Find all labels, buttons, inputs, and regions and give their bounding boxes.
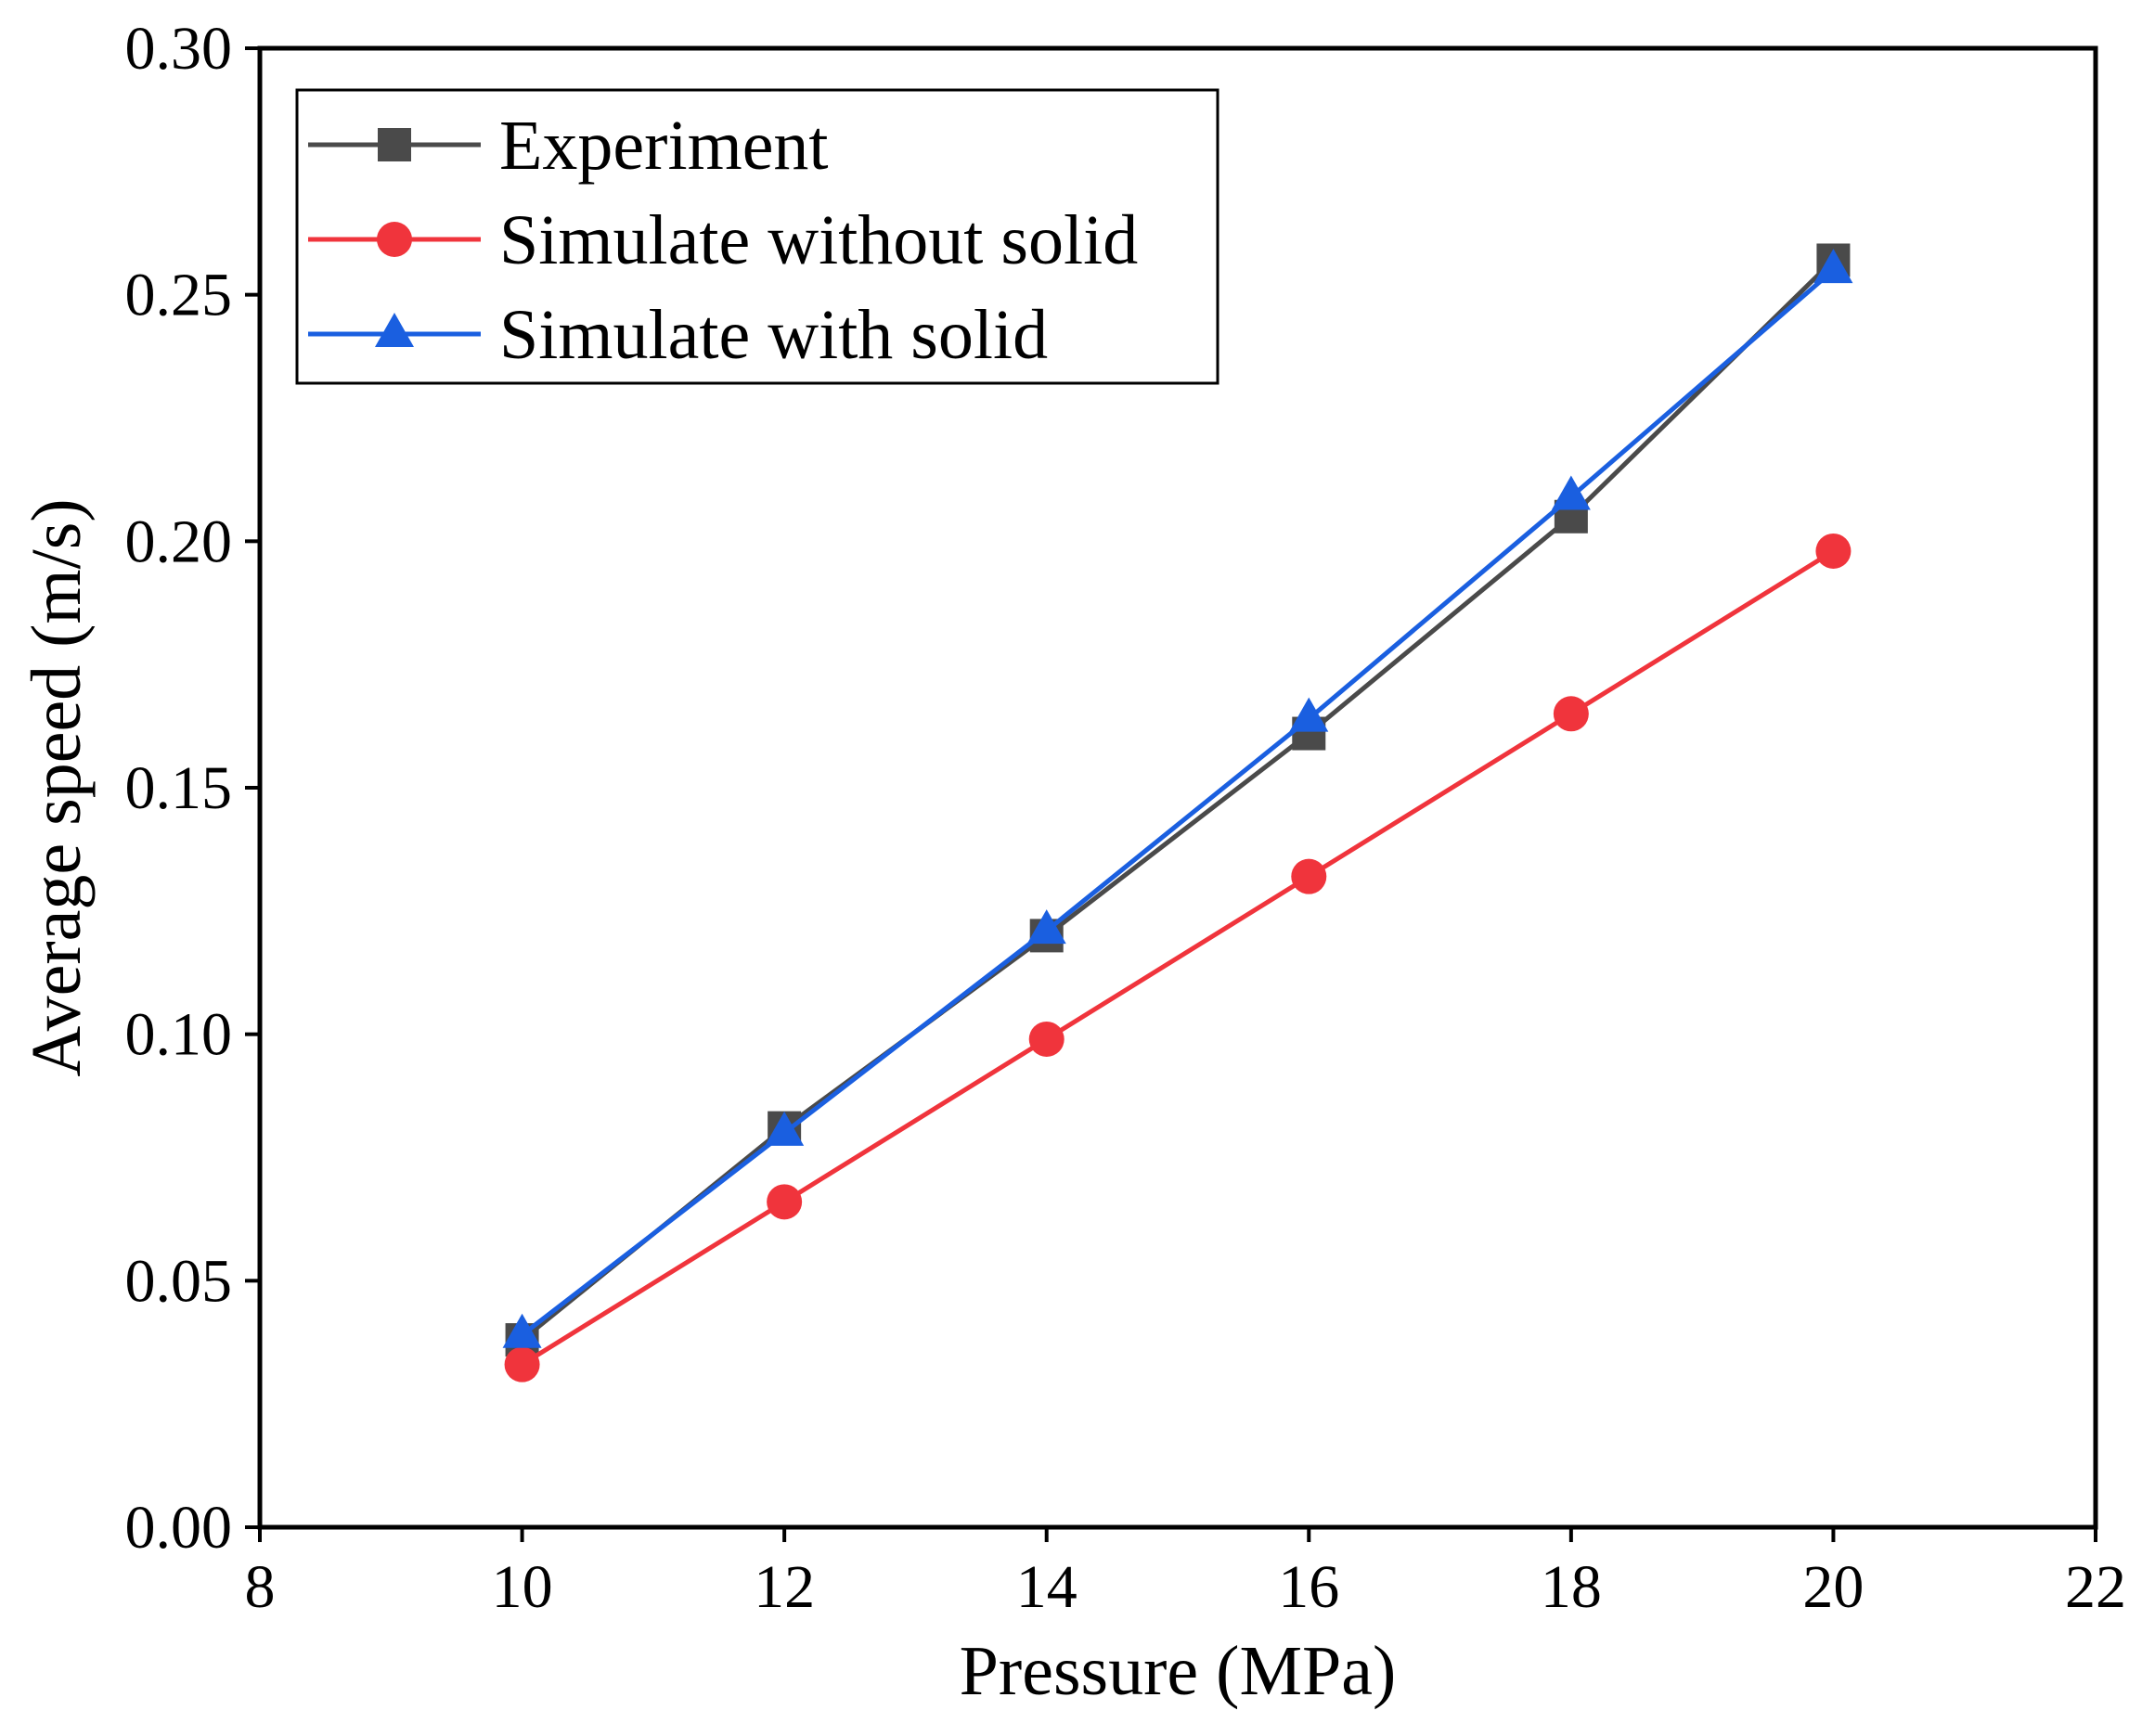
y-tick-label: 0.30 [125,15,233,83]
legend-marker-circle [377,222,412,257]
x-tick-label: 18 [1541,1553,1602,1621]
series-line [521,548,1835,1367]
data-point-circle [504,1346,540,1382]
data-point-triangle [1813,249,1853,284]
series-line [521,268,1836,1337]
x-tick-label: 12 [754,1553,815,1621]
y-tick-label: 0.20 [125,508,233,575]
y-axis-title: Average speed (m/s) [18,498,96,1076]
legend-marker-triangle [375,313,414,347]
x-tick-label: 10 [492,1553,553,1621]
axis-ticks: 8 10 12 14 16 18 20 22 0.00 0.05 0.10 0.15 0.20 0.25 0… [125,15,2127,1621]
legend-label: Experiment [499,107,829,185]
data-point-circle [1553,696,1589,732]
x-tick-label: 22 [2065,1553,2126,1621]
data-point-triangle [765,1111,805,1146]
series-triangle [502,249,1853,1348]
data-point-triangle [1026,909,1066,945]
y-tick-label: 0.10 [125,1001,233,1069]
x-axis-title: Pressure (MPa) [960,1632,1397,1710]
data-point-circle [1815,533,1852,569]
series-line [520,258,1836,1343]
plot-frame [257,45,2098,1530]
y-tick-label: 0.25 [125,262,233,329]
y-tick-label: 0.00 [125,1494,233,1562]
x-tick-label: 14 [1016,1553,1077,1621]
data-series [502,243,1853,1382]
legend-label: Simulate without solid [499,201,1138,279]
series-circle [504,533,1852,1382]
data-point-circle [1028,1021,1065,1057]
y-tick-label: 0.05 [125,1247,233,1315]
legend-label: Simulate with solid [499,296,1048,374]
data-point-triangle [1551,475,1591,510]
data-point-circle [1291,858,1327,894]
data-point-triangle [1289,697,1329,732]
x-tick-label: 8 [245,1553,276,1621]
legend-marker-square [378,128,411,161]
legend: Experiment Simulate without solid Simulate… [295,88,1219,385]
x-tick-label: 20 [1802,1553,1864,1621]
data-point-triangle [502,1313,542,1348]
y-tick-label: 0.15 [125,754,233,822]
data-point-circle [767,1184,803,1220]
x-tick-label: 16 [1278,1553,1339,1621]
